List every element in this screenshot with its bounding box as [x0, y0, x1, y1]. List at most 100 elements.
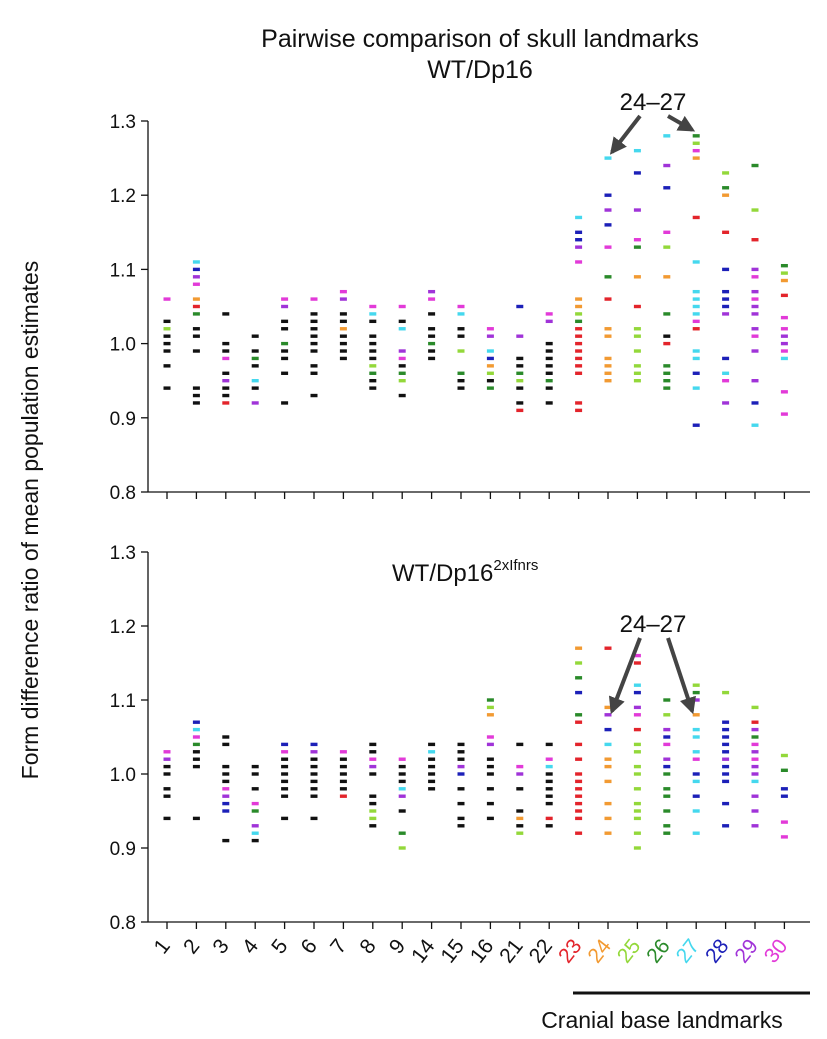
data-point-24 [604, 275, 612, 279]
data-point-27 [692, 735, 700, 739]
data-point-2 [192, 304, 200, 309]
data-point-23 [575, 690, 583, 695]
data-point-8 [369, 742, 377, 747]
data-point-2 [192, 757, 200, 761]
data-point-8 [369, 319, 377, 324]
data-point-16 [486, 801, 494, 806]
data-point-4 [251, 764, 259, 769]
arrow-label-top: 24–27 [620, 89, 687, 116]
data-point-25 [633, 304, 641, 309]
data-point-24 [604, 245, 612, 249]
data-point-25 [633, 727, 641, 732]
data-point-29 [751, 757, 759, 761]
data-point-26 [663, 698, 671, 702]
x-tick-label-30: 30 [760, 935, 793, 968]
data-point-26 [663, 364, 671, 368]
data-point-25 [633, 327, 641, 331]
data-point-25 [633, 809, 641, 813]
data-point-23 [575, 646, 583, 650]
data-point-30 [780, 753, 788, 758]
data-point-6 [310, 779, 318, 784]
data-point-26 [663, 757, 671, 761]
data-point-16 [486, 742, 494, 747]
data-point-29 [751, 824, 759, 828]
data-point-22 [545, 787, 553, 791]
y-tick-label: 0.8 [110, 483, 136, 504]
data-point-14 [428, 334, 436, 338]
data-point-22 [545, 379, 553, 383]
data-point-29 [751, 809, 759, 813]
data-point-28 [722, 757, 730, 761]
data-point-24 [604, 801, 612, 806]
data-point-16 [486, 349, 494, 353]
x-tick-label-6: 6 [297, 935, 322, 958]
data-point-21 [516, 742, 524, 747]
data-point-16 [486, 334, 494, 338]
data-point-5 [281, 764, 289, 769]
data-point-21 [516, 386, 524, 390]
data-point-28 [722, 356, 730, 361]
data-point-2 [192, 727, 200, 732]
data-point-27 [692, 304, 700, 309]
data-point-29 [751, 349, 759, 353]
data-point-25 [633, 690, 641, 695]
data-point-25 [633, 742, 641, 747]
data-point-28 [722, 297, 730, 301]
data-point-4 [251, 801, 259, 806]
data-point-1 [163, 319, 171, 324]
data-point-4 [251, 356, 259, 361]
data-point-7 [339, 794, 347, 798]
data-point-23 [575, 676, 583, 680]
x-tick-label-14: 14 [407, 935, 440, 968]
data-point-21 [516, 356, 524, 361]
x-tick-label-1: 1 [150, 935, 175, 958]
data-point-5 [281, 816, 289, 821]
data-point-2 [192, 334, 200, 338]
data-point-1 [163, 341, 171, 346]
data-point-8 [369, 364, 377, 368]
data-point-5 [281, 757, 289, 761]
data-point-7 [339, 349, 347, 353]
data-point-15 [457, 371, 465, 375]
data-point-4 [251, 364, 259, 368]
data-point-23 [575, 794, 583, 798]
data-point-23 [575, 801, 583, 806]
data-point-29 [751, 275, 759, 279]
data-point-3 [222, 735, 230, 739]
data-point-6 [310, 334, 318, 338]
data-point-6 [310, 787, 318, 791]
data-point-24 [604, 327, 612, 331]
data-point-15 [457, 787, 465, 791]
data-point-16 [486, 705, 494, 710]
data-point-2 [192, 275, 200, 279]
data-point-24 [604, 646, 612, 650]
data-point-8 [369, 794, 377, 798]
data-point-29 [751, 794, 759, 798]
data-point-30 [780, 263, 788, 268]
data-point-2 [192, 393, 200, 398]
panel2-title-base: WT/Dp16 [392, 560, 493, 587]
data-point-15 [457, 312, 465, 316]
data-point-21 [516, 304, 524, 309]
data-point-3 [222, 764, 230, 769]
data-point-27 [692, 371, 700, 375]
data-point-16 [486, 379, 494, 383]
data-point-4 [251, 349, 259, 353]
data-point-27 [692, 690, 700, 695]
data-point-24 [604, 779, 612, 784]
data-point-5 [281, 772, 289, 776]
data-point-9 [398, 787, 406, 791]
data-point-23 [575, 720, 583, 724]
data-point-5 [281, 327, 289, 331]
x-tick-label-25: 25 [613, 935, 646, 968]
data-point-14 [428, 297, 436, 301]
data-point-3 [222, 772, 230, 776]
data-point-22 [545, 757, 553, 761]
data-point-26 [663, 772, 671, 776]
data-point-30 [780, 334, 788, 338]
data-point-6 [310, 772, 318, 776]
data-point-23 [575, 297, 583, 301]
data-point-27 [692, 423, 700, 427]
